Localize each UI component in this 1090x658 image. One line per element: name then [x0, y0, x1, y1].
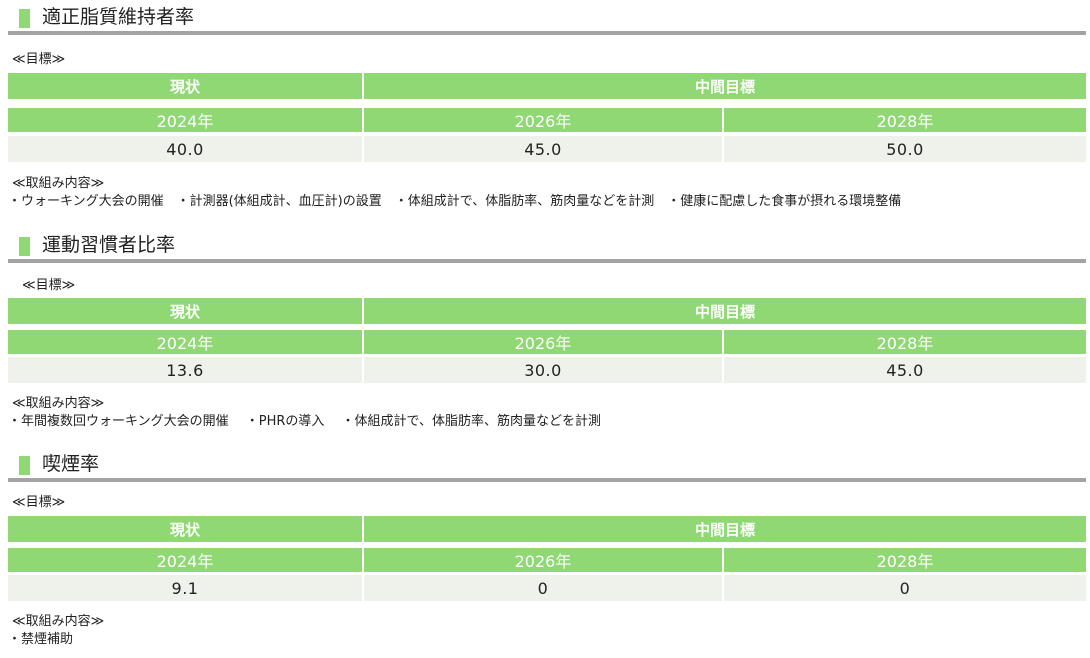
section-header: 適正脂質維持者率: [0, 0, 1090, 35]
activities-label: ≪取組み内容≫: [12, 614, 105, 629]
value-cell: 30.0: [364, 357, 722, 383]
value-cell: 45.0: [724, 357, 1086, 383]
header-row: 現状 中間目標: [8, 73, 1086, 99]
value-cell: 9.1: [8, 575, 362, 601]
header-row: 現状 中間目標: [8, 298, 1086, 324]
header-mid-target: 中間目標: [364, 516, 1086, 542]
goal-label: ≪目標≫: [12, 495, 66, 510]
year-cell: 2026年: [364, 330, 722, 354]
year-row: 2024年 2026年 2028年: [8, 108, 1086, 132]
activities-label: ≪取組み内容≫: [12, 176, 105, 191]
title-marker: [19, 237, 30, 256]
section-smoking: 喫煙率 ≪目標≫ 現状 中間目標 2024年 2026年 2028年 9.1 0…: [0, 447, 1090, 647]
year-cell: 2028年: [724, 330, 1086, 354]
section-title: 運動習慣者比率: [42, 234, 176, 256]
year-cell: 2024年: [8, 330, 362, 354]
section-lipid: 適正脂質維持者率 ≪目標≫ 現状 中間目標 2024年 2026年 2028年 …: [0, 0, 1090, 209]
section-divider: [8, 31, 1086, 35]
year-cell: 2024年: [8, 108, 362, 132]
value-cell: 50.0: [724, 136, 1086, 162]
activities-text: ・禁煙補助: [8, 632, 74, 647]
year-cell: 2026年: [364, 548, 722, 572]
section-title: 喫煙率: [42, 453, 100, 475]
goal-label: ≪目標≫: [12, 52, 66, 67]
header-current: 現状: [8, 73, 362, 99]
activities-text: ・年間複数回ウォーキング大会の開催 ・PHRの導入 ・体組成計で、体脂肪率、筋肉…: [8, 414, 602, 429]
value-row: 13.6 30.0 45.0: [8, 357, 1086, 383]
header-row: 現状 中間目標: [8, 516, 1086, 542]
section-exercise: 運動習慣者比率 ≪目標≫ 現状 中間目標 2024年 2026年 2028年 1…: [0, 228, 1090, 429]
header-mid-target: 中間目標: [364, 73, 1086, 99]
year-row: 2024年 2026年 2028年: [8, 548, 1086, 572]
value-cell: 45.0: [364, 136, 722, 162]
year-cell: 2028年: [724, 548, 1086, 572]
value-row: 9.1 0 0: [8, 575, 1086, 601]
value-cell: 0: [364, 575, 722, 601]
activities-label: ≪取組み内容≫: [12, 396, 105, 411]
section-header: 喫煙率: [0, 447, 1090, 482]
section-divider: [8, 478, 1086, 482]
value-row: 40.0 45.0 50.0: [8, 136, 1086, 162]
goal-label: ≪目標≫: [22, 278, 76, 293]
section-title: 適正脂質維持者率: [42, 6, 195, 28]
year-cell: 2028年: [724, 108, 1086, 132]
title-marker: [19, 9, 30, 28]
title-marker: [19, 456, 30, 475]
header-current: 現状: [8, 298, 362, 324]
value-cell: 0: [724, 575, 1086, 601]
header-mid-target: 中間目標: [364, 298, 1086, 324]
section-divider: [8, 259, 1086, 263]
year-row: 2024年 2026年 2028年: [8, 330, 1086, 354]
year-cell: 2026年: [364, 108, 722, 132]
header-current: 現状: [8, 516, 362, 542]
year-cell: 2024年: [8, 548, 362, 572]
activities-text: ・ウォーキング大会の開催 ・計測器(体組成計、血圧計)の設置 ・体組成計で、体脂…: [8, 194, 902, 209]
value-cell: 13.6: [8, 357, 362, 383]
value-cell: 40.0: [8, 136, 362, 162]
section-header: 運動習慣者比率: [0, 228, 1090, 263]
